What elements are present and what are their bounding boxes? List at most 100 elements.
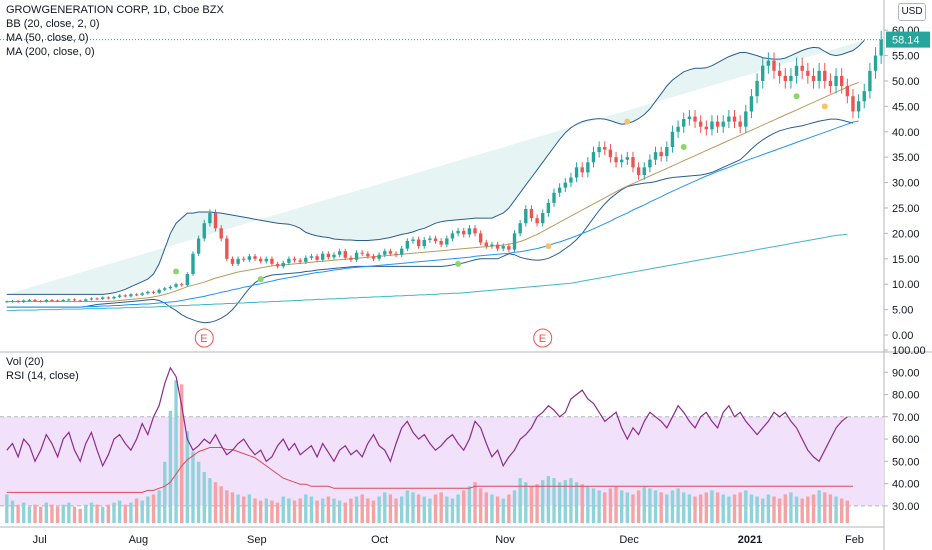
volume-bar[interactable] — [777, 498, 782, 523]
volume-bar[interactable] — [591, 488, 596, 523]
candle[interactable] — [55, 299, 60, 302]
volume-bar[interactable] — [580, 484, 584, 523]
volume-bar[interactable] — [670, 490, 675, 523]
volume-bar[interactable] — [732, 494, 737, 523]
volume-bar[interactable] — [101, 506, 105, 523]
candle[interactable] — [117, 294, 122, 299]
candle-body[interactable] — [354, 252, 359, 260]
volume-bar[interactable] — [129, 502, 133, 523]
candle-body[interactable] — [140, 293, 144, 295]
candle[interactable] — [67, 298, 71, 301]
candle-body[interactable] — [744, 111, 748, 127]
candle-body[interactable] — [755, 80, 759, 97]
volume-bar[interactable] — [608, 488, 613, 523]
volume-bar[interactable] — [563, 480, 567, 523]
volume-bar[interactable] — [749, 494, 754, 523]
candle-body[interactable] — [603, 147, 607, 150]
candle-body[interactable] — [462, 230, 466, 235]
volume-bar[interactable] — [168, 410, 173, 523]
candle-body[interactable] — [648, 159, 652, 168]
earnings-marker[interactable]: E — [533, 328, 553, 348]
volume-bar[interactable] — [772, 496, 776, 523]
candle[interactable] — [744, 104, 748, 133]
candle[interactable] — [106, 296, 111, 300]
candle-body[interactable] — [22, 300, 26, 302]
volume-bar[interactable] — [456, 494, 460, 523]
legend-rsi[interactable]: RSI (14, close) — [6, 370, 79, 382]
candle-body[interactable] — [242, 258, 246, 260]
volume-bar[interactable] — [236, 494, 240, 523]
candle[interactable] — [693, 109, 697, 129]
candle[interactable] — [416, 236, 421, 249]
candle[interactable] — [84, 298, 88, 302]
candle[interactable] — [208, 209, 212, 227]
candle[interactable] — [174, 282, 178, 289]
volume-bar[interactable] — [95, 504, 99, 523]
volume-bar[interactable] — [557, 482, 562, 523]
candle[interactable] — [360, 250, 364, 257]
volume-bar[interactable] — [687, 494, 692, 523]
volume-bar[interactable] — [134, 498, 139, 523]
volume-bar[interactable] — [721, 494, 725, 523]
volume-bar[interactable] — [67, 502, 71, 523]
candle-body[interactable] — [67, 299, 71, 301]
candle[interactable] — [292, 256, 297, 263]
candle-body[interactable] — [55, 300, 60, 302]
candle-body[interactable] — [191, 253, 195, 275]
candle[interactable] — [670, 125, 675, 153]
candle-body[interactable] — [157, 289, 161, 293]
volume-bar[interactable] — [349, 498, 353, 523]
legend-bb[interactable]: BB (20, close, 2, 0) — [6, 18, 100, 30]
candle[interactable] — [112, 295, 116, 300]
volume-bar[interactable] — [72, 506, 77, 523]
candle[interactable] — [580, 162, 584, 178]
volume-bar[interactable] — [191, 451, 195, 523]
candle[interactable] — [27, 298, 32, 302]
candle[interactable] — [648, 154, 652, 173]
candle[interactable] — [563, 178, 567, 193]
candle-body[interactable] — [670, 131, 675, 148]
candle-body[interactable] — [834, 75, 838, 87]
candle[interactable] — [478, 230, 483, 246]
candle[interactable] — [501, 243, 505, 252]
candle[interactable] — [337, 248, 342, 258]
candle-body[interactable] — [247, 256, 252, 260]
candle[interactable] — [817, 62, 821, 89]
candle-body[interactable] — [715, 121, 720, 127]
candle[interactable] — [761, 57, 765, 89]
volume-bar[interactable] — [478, 488, 483, 523]
volume-bar[interactable] — [693, 496, 697, 523]
candle[interactable] — [321, 251, 325, 263]
volume-bar[interactable] — [597, 490, 601, 523]
candle[interactable] — [727, 109, 731, 129]
candle[interactable] — [507, 243, 511, 253]
candle[interactable] — [10, 299, 15, 303]
volume-bar[interactable] — [337, 500, 342, 523]
candle-body[interactable] — [400, 248, 404, 255]
candle-body[interactable] — [614, 157, 618, 163]
candle-body[interactable] — [416, 239, 421, 247]
volume-bar[interactable] — [495, 496, 500, 523]
candle[interactable] — [101, 296, 105, 301]
volume-bar[interactable] — [22, 502, 26, 523]
volume-bar[interactable] — [230, 492, 235, 523]
volume-bar[interactable] — [38, 506, 43, 523]
volume-bar[interactable] — [428, 498, 432, 523]
candle-body[interactable] — [535, 218, 539, 224]
volume-bar[interactable] — [78, 508, 82, 523]
candle-body[interactable] — [817, 70, 821, 81]
candle[interactable] — [840, 68, 844, 94]
volume-bar[interactable] — [61, 504, 65, 523]
candle[interactable] — [191, 251, 195, 276]
candle[interactable] — [484, 239, 488, 249]
legend-vol[interactable]: Vol (20) — [6, 356, 44, 368]
candle[interactable] — [789, 68, 793, 89]
candle[interactable] — [22, 299, 26, 303]
candle-body[interactable] — [620, 159, 624, 163]
candle-body[interactable] — [366, 253, 370, 257]
candle-body[interactable] — [281, 262, 285, 267]
candle[interactable] — [653, 146, 658, 165]
candle-body[interactable] — [309, 256, 314, 258]
candle-body[interactable] — [518, 223, 522, 234]
candle-body[interactable] — [642, 167, 646, 175]
